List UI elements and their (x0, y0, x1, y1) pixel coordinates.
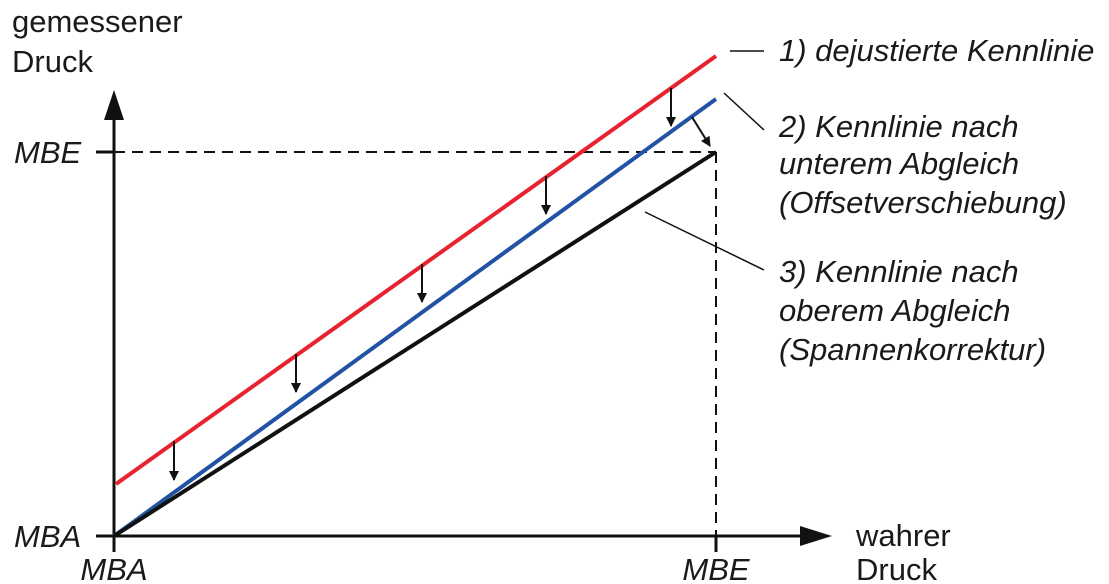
y-tick-label-mba: MBA (14, 519, 81, 554)
label-line-2-row-2: unterem Abgleich (779, 146, 1019, 181)
x-axis (114, 526, 832, 546)
y-axis-arrowhead-icon (104, 90, 124, 120)
line-3-spanne (112, 150, 718, 538)
line-2-offset (112, 97, 718, 538)
leader-line-2 (723, 92, 765, 131)
line-1-dejustiert (114, 54, 718, 486)
y-axis-label-line-1: gemessener (12, 4, 183, 39)
label-line-3-row-1: 3) Kennlinie nach (779, 254, 1019, 289)
y-axis (104, 90, 124, 536)
offset-arrows (169, 88, 676, 481)
x-tick-label-mbe: MBE (682, 552, 750, 584)
x-axis-arrowhead-icon (800, 526, 832, 546)
label-line-3-row-3: (Spannenkorrektur) (779, 332, 1046, 367)
x-axis-label-line-1: wahrer (855, 518, 951, 553)
label-line-3-row-2: oberem Abgleich (779, 293, 1011, 328)
y-axis-label-line-2: Druck (12, 44, 93, 79)
label-line-2-row-3: (Offsetverschiebung) (779, 185, 1067, 220)
x-tick-label-mba: MBA (80, 552, 147, 584)
label-line-2-row-1: 2) Kennlinie nach (778, 109, 1019, 144)
leader-line-3 (644, 211, 765, 271)
label-line-1: 1) dejustierte Kennlinie (779, 33, 1094, 68)
x-axis-label-line-2: Druck (856, 552, 937, 584)
span-arrow-icon (691, 116, 711, 147)
y-tick-label-mbe: MBE (14, 135, 82, 170)
